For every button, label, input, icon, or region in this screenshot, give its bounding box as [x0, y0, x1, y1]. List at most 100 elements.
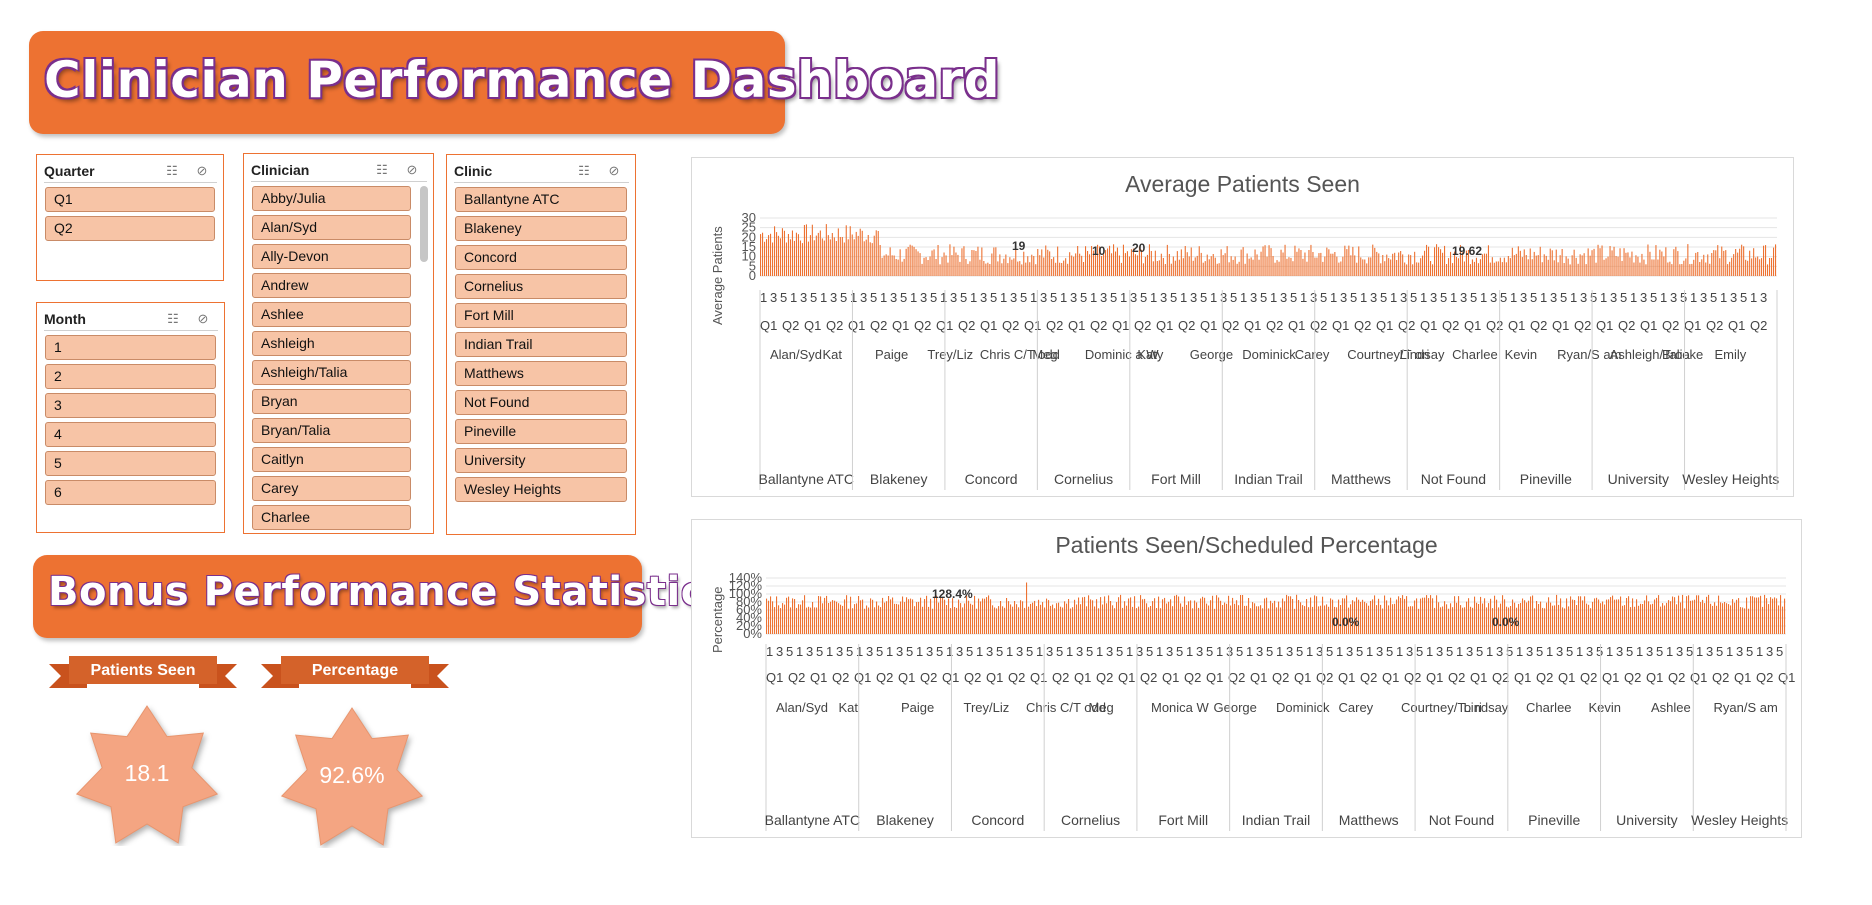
bar: [1459, 245, 1461, 276]
month-slicer-item[interactable]: 3: [45, 393, 216, 418]
bar: [1426, 595, 1428, 634]
x-tick-clinician-label: Carey: [1295, 347, 1330, 362]
bar: [1727, 264, 1729, 276]
bar: [1658, 595, 1660, 634]
month-slicer-item[interactable]: 4: [45, 422, 216, 447]
clinic-slicer-item[interactable]: Ballantyne ATC: [455, 187, 627, 212]
bar: [1550, 602, 1552, 634]
clinic-slicer-item[interactable]: Wesley Heights: [455, 477, 627, 502]
quarter-slicer[interactable]: Quarter ☷ ⊘ Q1 Q2: [36, 154, 224, 281]
multi-select-icon[interactable]: ☷: [167, 311, 179, 326]
x-tick-clinician-label: Carey: [1339, 700, 1374, 715]
bar: [1120, 262, 1122, 276]
multi-select-icon[interactable]: ☷: [166, 163, 178, 178]
bar: [1074, 599, 1076, 634]
month-slicer[interactable]: Month ☷ ⊘ 1 2 3 4 5 6: [36, 302, 225, 533]
quarter-slicer-item[interactable]: Q1: [45, 187, 215, 212]
bar: [1547, 259, 1549, 276]
bar: [1771, 258, 1773, 276]
bar: [1634, 606, 1636, 634]
multi-select-icon[interactable]: ☷: [376, 162, 388, 177]
clinic-slicer-item[interactable]: Indian Trail: [455, 332, 627, 357]
clear-filter-icon[interactable]: ⊘: [406, 162, 418, 177]
x-tick-clinician-label: Trey/Liz: [927, 347, 973, 362]
bar: [1444, 245, 1446, 276]
x-tick-month-label: 5: [810, 290, 817, 305]
bar: [1330, 253, 1332, 276]
patients-seen-ribbon: Patients Seen: [49, 656, 237, 692]
x-tick-month-label: 1: [1570, 290, 1577, 305]
clinician-slicer-item[interactable]: Bryan/Talia: [252, 418, 411, 443]
bar: [1354, 255, 1356, 276]
bar: [1592, 601, 1594, 634]
bar: [903, 258, 905, 276]
x-tick-clinician-label: Ashleigh/Talia: [1610, 347, 1691, 362]
clinician-slicer-item[interactable]: Andrew: [252, 273, 411, 298]
y-tick-label: 20%: [736, 618, 762, 633]
month-slicer-item[interactable]: 6: [45, 480, 216, 505]
clinic-slicer-item[interactable]: Blakeney: [455, 216, 627, 241]
bar: [1310, 597, 1312, 634]
clinician-slicer-item[interactable]: Alan/Syd: [252, 215, 411, 240]
bar: [1775, 244, 1777, 276]
clinic-slicer[interactable]: Clinic ☷ ⊘ Ballantyne ATC Blakeney Concord…: [446, 154, 636, 535]
bar: [791, 230, 793, 276]
clinician-slicer-item[interactable]: Ally-Devon: [252, 244, 411, 269]
multi-select-icon[interactable]: ☷: [578, 163, 590, 178]
clinic-slicer-item[interactable]: Cornelius: [455, 274, 627, 299]
clinician-slicer-item[interactable]: Caitlyn: [252, 447, 411, 472]
bar: [1118, 255, 1120, 276]
bar: [1096, 599, 1098, 634]
month-slicer-item[interactable]: 5: [45, 451, 216, 476]
bar: [1382, 608, 1384, 634]
bar: [1532, 595, 1534, 634]
clinic-slicer-item[interactable]: Concord: [455, 245, 627, 270]
bar: [1356, 262, 1358, 276]
clinician-slicer-item[interactable]: Abby/Julia: [252, 186, 411, 211]
clear-filter-icon[interactable]: ⊘: [197, 311, 209, 326]
average-patients-seen-chart[interactable]: Average Patients Seen Average Patients 3…: [691, 157, 1794, 497]
bar: [1348, 607, 1350, 634]
month-slicer-item[interactable]: 1: [45, 335, 216, 360]
bar: [1186, 604, 1188, 634]
clinician-slicer-scroll-thumb[interactable]: [420, 186, 428, 262]
clear-filter-icon[interactable]: ⊘: [608, 163, 620, 178]
x-tick-clinic-label: Matthews: [1339, 812, 1399, 828]
clinician-slicer-item[interactable]: Bryan: [252, 389, 411, 414]
clinician-slicer[interactable]: Clinician ☷ ⊘ Abby/Julia Alan/Syd Ally-Dev…: [243, 153, 434, 534]
clinic-slicer-item[interactable]: University: [455, 448, 627, 473]
clinician-slicer-item[interactable]: Ashlee: [252, 302, 411, 327]
bar: [1581, 255, 1583, 276]
clinic-slicer-item[interactable]: Fort Mill: [455, 303, 627, 328]
quarter-slicer-item[interactable]: Q2: [45, 216, 215, 241]
month-slicer-item[interactable]: 2: [45, 364, 216, 389]
bar: [870, 598, 872, 634]
clinic-slicer-item[interactable]: Not Found: [455, 390, 627, 415]
bar: [1152, 261, 1154, 276]
clinician-slicer-item[interactable]: Ashleigh: [252, 331, 411, 356]
clinician-slicer-item[interactable]: Carey: [252, 476, 411, 501]
bar: [1052, 604, 1054, 634]
x-tick-month-label: 5: [1110, 290, 1117, 305]
bar: [1392, 253, 1394, 276]
x-tick-quarter-label: Q2: [1706, 318, 1723, 333]
x-tick-month-label: 5: [1296, 644, 1303, 659]
bar: [1248, 598, 1250, 634]
bar: [1660, 606, 1662, 634]
bar: [1132, 606, 1134, 634]
clinician-slicer-scrollbar[interactable]: [420, 186, 428, 529]
bar: [1593, 248, 1595, 276]
patients-seen-scheduled-percentage-chart[interactable]: Patients Seen/Scheduled Percentage Perce…: [691, 519, 1802, 838]
bar: [1220, 600, 1222, 634]
clinician-slicer-item[interactable]: Charlee: [252, 505, 411, 530]
clear-filter-icon[interactable]: ⊘: [196, 163, 208, 178]
clinician-slicer-item[interactable]: Ashleigh/Talia: [252, 360, 411, 385]
clinic-slicer-item[interactable]: Pineville: [455, 419, 627, 444]
clinic-slicer-item[interactable]: Matthews: [455, 361, 627, 386]
bar: [1672, 596, 1674, 634]
bar: [911, 245, 913, 276]
x-tick-clinician-label: Charlee: [1452, 347, 1498, 362]
bar: [1619, 248, 1621, 276]
x-tick-month-label: 1: [850, 290, 857, 305]
bar: [1422, 255, 1424, 276]
